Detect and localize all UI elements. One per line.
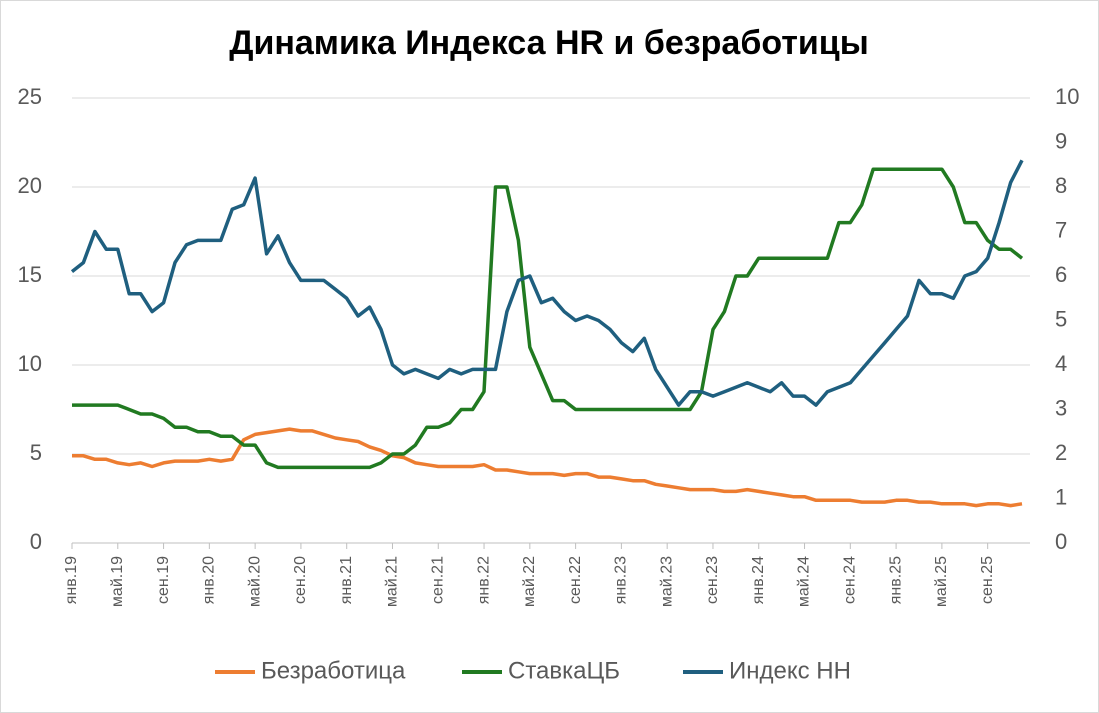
y2-tick-label: 2 — [1055, 440, 1067, 465]
y2-tick-label: 8 — [1055, 173, 1067, 198]
y2-tick-label: 4 — [1055, 351, 1067, 376]
x-tick-label: сен.19 — [155, 556, 172, 604]
y-tick-label: 5 — [30, 440, 42, 465]
legend-label: СтавкаЦБ — [508, 657, 620, 684]
y2-tick-label: 6 — [1055, 262, 1067, 287]
y-tick-label: 25 — [18, 84, 42, 109]
y-tick-label: 15 — [18, 262, 42, 287]
x-tick-label: сен.22 — [567, 556, 584, 604]
y-tick-label: 20 — [18, 173, 42, 198]
x-tick-label: янв.22 — [475, 556, 492, 604]
x-tick-label: май.22 — [521, 556, 538, 607]
legend-label: Индекс НН — [729, 657, 851, 684]
x-tick-label: май.25 — [933, 556, 950, 607]
x-tick-label: сен.25 — [979, 556, 996, 604]
x-tick-label: сен.21 — [429, 556, 446, 604]
x-tick-label: май.19 — [109, 556, 126, 607]
y-tick-label: 10 — [18, 351, 42, 376]
x-tick-label: май.21 — [384, 556, 401, 607]
legend-label: Безработица — [261, 657, 406, 684]
x-tick-label: май.23 — [658, 556, 675, 607]
x-tick-label: май.24 — [796, 556, 813, 607]
series-line — [72, 167, 1024, 470]
x-tick-label: янв.24 — [750, 556, 767, 604]
x-tick-label: янв.20 — [201, 556, 218, 604]
series-line — [70, 159, 1024, 407]
y2-tick-label: 3 — [1055, 395, 1067, 420]
x-tick-label: янв.25 — [887, 556, 904, 604]
y2-tick-label: 10 — [1055, 84, 1079, 109]
x-tick-label: янв.21 — [338, 556, 355, 604]
y-tick-label: 0 — [30, 529, 42, 554]
x-tick-label: сен.23 — [704, 556, 721, 604]
x-tick-label: май.20 — [246, 556, 263, 607]
x-tick-label: сен.24 — [842, 556, 859, 604]
series-line — [72, 427, 1023, 508]
y2-tick-label: 1 — [1055, 484, 1067, 509]
y2-tick-label: 0 — [1055, 529, 1067, 554]
x-tick-label: янв.23 — [613, 556, 630, 604]
x-tick-label: сен.20 — [292, 556, 309, 604]
y2-tick-label: 9 — [1055, 128, 1067, 153]
y2-tick-label: 7 — [1055, 217, 1067, 242]
y2-tick-label: 5 — [1055, 306, 1067, 331]
chart-title: Динамика Индекса HR и безработицы — [229, 24, 869, 62]
x-tick-label: янв.19 — [63, 556, 80, 604]
